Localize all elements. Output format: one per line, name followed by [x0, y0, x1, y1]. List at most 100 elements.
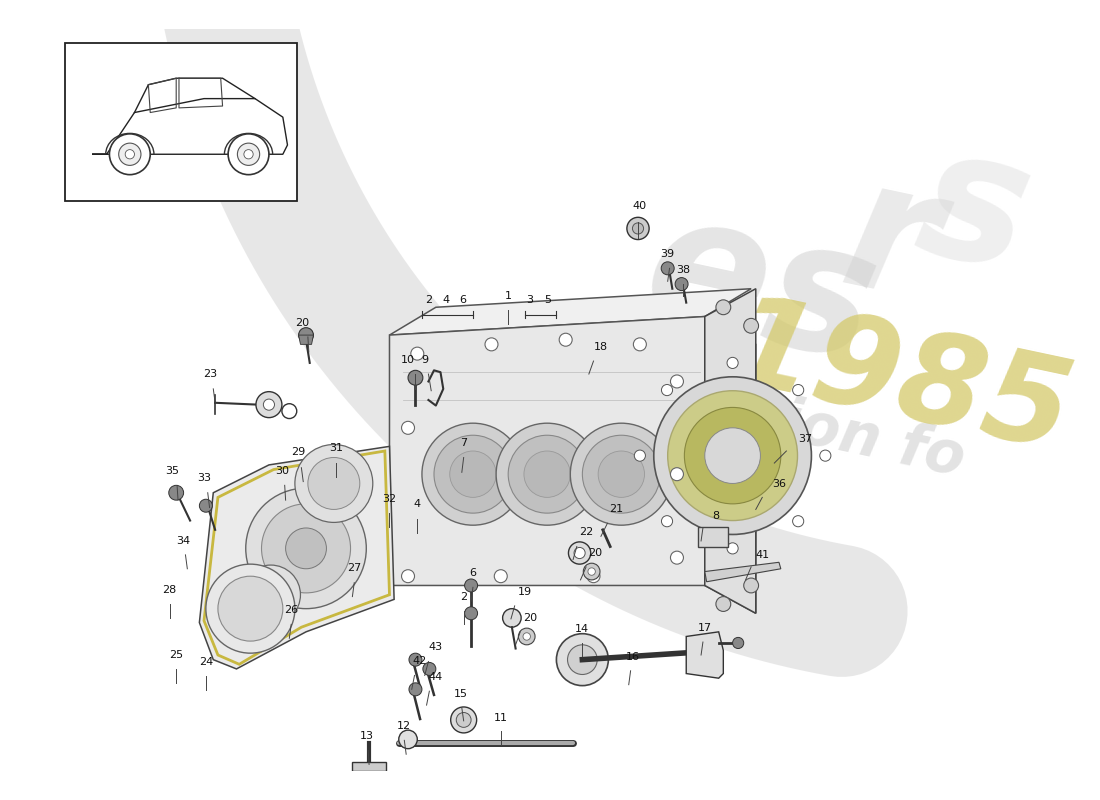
- Circle shape: [206, 564, 295, 653]
- Text: 27: 27: [348, 563, 362, 574]
- Circle shape: [518, 628, 535, 645]
- Circle shape: [256, 392, 282, 418]
- Text: 13: 13: [360, 731, 374, 742]
- Circle shape: [244, 150, 253, 159]
- Circle shape: [598, 451, 645, 498]
- Polygon shape: [705, 562, 781, 582]
- Circle shape: [716, 597, 730, 611]
- Text: 15: 15: [454, 689, 467, 698]
- Circle shape: [793, 385, 804, 396]
- Circle shape: [583, 563, 600, 580]
- Text: s: s: [903, 113, 1045, 307]
- Circle shape: [569, 542, 591, 564]
- Circle shape: [286, 528, 327, 569]
- Circle shape: [568, 645, 597, 674]
- Circle shape: [410, 347, 424, 360]
- Circle shape: [464, 579, 477, 592]
- Text: 4: 4: [414, 499, 421, 510]
- Text: 20: 20: [295, 318, 309, 328]
- Text: 22: 22: [579, 527, 593, 538]
- Circle shape: [587, 570, 600, 582]
- Circle shape: [705, 428, 760, 483]
- Circle shape: [653, 377, 812, 534]
- Circle shape: [635, 450, 646, 462]
- Polygon shape: [389, 289, 751, 335]
- Text: 16: 16: [626, 653, 639, 662]
- Circle shape: [522, 633, 530, 640]
- Circle shape: [574, 547, 585, 558]
- Text: 14: 14: [574, 624, 589, 634]
- Circle shape: [524, 451, 570, 498]
- Circle shape: [587, 568, 595, 575]
- Text: 32: 32: [383, 494, 396, 504]
- Text: 26: 26: [284, 605, 298, 615]
- Circle shape: [263, 399, 275, 410]
- Circle shape: [661, 516, 672, 526]
- Circle shape: [661, 262, 674, 275]
- Circle shape: [503, 609, 521, 627]
- Text: 6: 6: [459, 295, 466, 306]
- Circle shape: [671, 375, 683, 388]
- Circle shape: [744, 578, 759, 593]
- Circle shape: [668, 390, 797, 521]
- Circle shape: [434, 435, 512, 513]
- Text: 1: 1: [505, 290, 512, 301]
- Circle shape: [125, 150, 134, 159]
- Text: 33: 33: [197, 474, 211, 483]
- Circle shape: [245, 488, 366, 609]
- Circle shape: [494, 570, 507, 582]
- Polygon shape: [389, 317, 705, 586]
- Circle shape: [409, 653, 422, 666]
- Circle shape: [793, 516, 804, 526]
- Text: 3: 3: [526, 295, 534, 306]
- Circle shape: [727, 543, 738, 554]
- Text: 12: 12: [397, 721, 411, 731]
- Text: 1985: 1985: [717, 286, 1082, 477]
- Text: 17: 17: [697, 622, 712, 633]
- Circle shape: [228, 134, 268, 174]
- Circle shape: [661, 385, 672, 396]
- Text: 29: 29: [292, 447, 306, 458]
- Polygon shape: [705, 317, 756, 614]
- Circle shape: [508, 435, 586, 513]
- Text: 11: 11: [494, 713, 508, 722]
- Text: 4: 4: [442, 295, 450, 306]
- Circle shape: [464, 606, 477, 620]
- Text: 5: 5: [544, 295, 551, 306]
- Text: 23: 23: [204, 369, 218, 378]
- Circle shape: [671, 468, 683, 481]
- Polygon shape: [686, 632, 724, 678]
- Text: 7: 7: [460, 438, 467, 448]
- Text: 44: 44: [429, 672, 443, 682]
- Text: 30: 30: [275, 466, 289, 476]
- Circle shape: [456, 713, 471, 727]
- Circle shape: [684, 407, 781, 504]
- FancyBboxPatch shape: [698, 527, 728, 547]
- Circle shape: [675, 278, 689, 290]
- Circle shape: [408, 370, 422, 385]
- Text: 42: 42: [412, 656, 427, 666]
- Text: 36: 36: [772, 479, 786, 489]
- Text: 28: 28: [162, 585, 176, 594]
- Text: 43: 43: [429, 642, 443, 652]
- Polygon shape: [298, 335, 314, 344]
- Circle shape: [570, 423, 672, 525]
- Circle shape: [409, 683, 422, 696]
- Circle shape: [557, 634, 608, 686]
- Circle shape: [727, 358, 738, 369]
- Text: 39: 39: [661, 249, 674, 259]
- Text: 8: 8: [713, 510, 719, 521]
- Circle shape: [671, 551, 683, 564]
- Text: 19: 19: [518, 586, 532, 597]
- Circle shape: [308, 458, 360, 510]
- Text: 31: 31: [329, 443, 343, 453]
- Circle shape: [450, 451, 496, 498]
- Text: 41: 41: [756, 550, 769, 559]
- Text: 6: 6: [470, 568, 476, 578]
- Circle shape: [422, 662, 436, 675]
- Circle shape: [241, 565, 300, 625]
- Text: 2: 2: [460, 592, 467, 602]
- Text: 20: 20: [588, 548, 603, 558]
- Circle shape: [262, 504, 351, 593]
- Circle shape: [402, 422, 415, 434]
